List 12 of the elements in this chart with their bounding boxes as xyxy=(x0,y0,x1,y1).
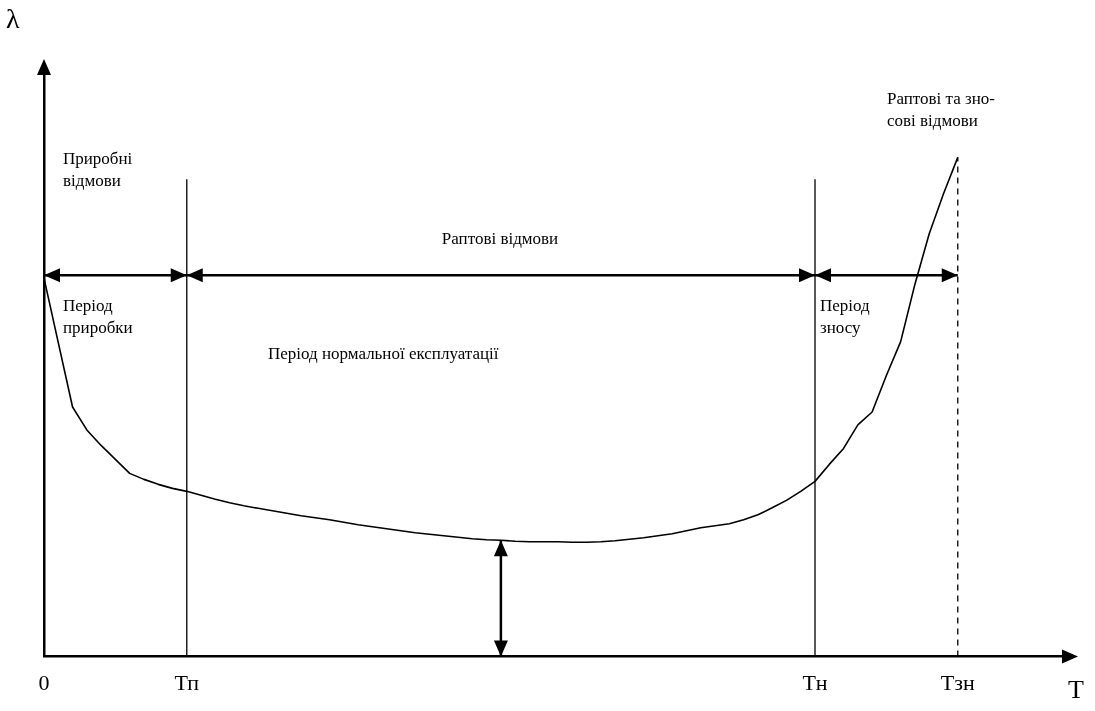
x-tick-label: Тп xyxy=(174,669,200,695)
annotation: Раптові відмови xyxy=(441,228,559,250)
annotation: Період нормальної експлуатації xyxy=(268,343,499,365)
text: Раптові та зно- сові відмови xyxy=(887,88,995,132)
x-tick-label: Тзн xyxy=(940,669,975,695)
annotation: Період приробки xyxy=(63,295,133,339)
x-axis-title: Т xyxy=(1068,675,1084,704)
y-axis-title: λ xyxy=(6,3,20,34)
annotation: Період зносу xyxy=(820,295,870,339)
x-tick-label: 0 xyxy=(38,669,50,695)
x-tick-label: Тн xyxy=(802,669,828,695)
annotation: Приробні відмови xyxy=(63,148,133,192)
